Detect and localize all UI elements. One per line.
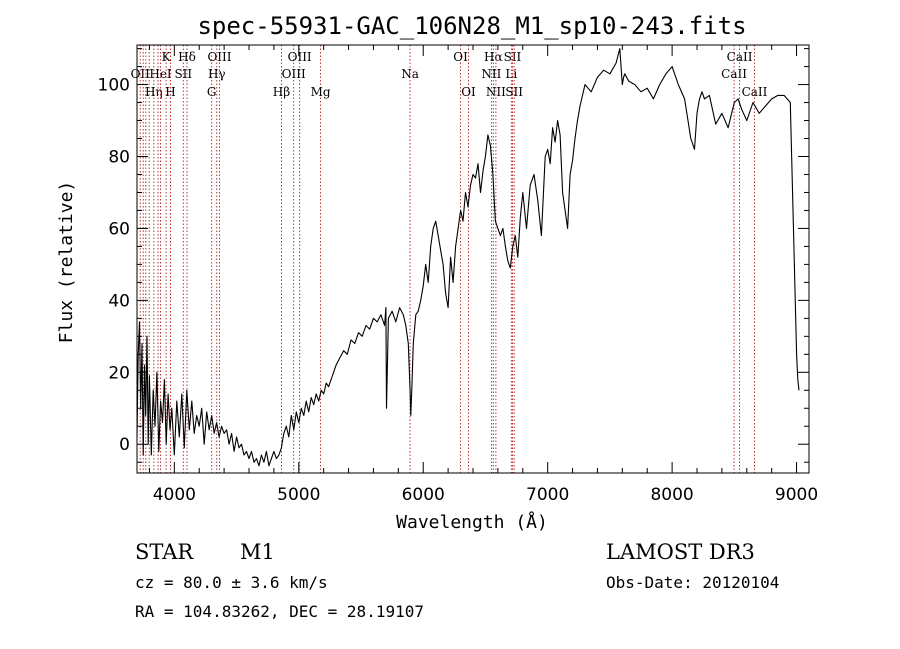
spectral-line-label-12: Hγ (208, 67, 226, 81)
x-tick-label: 4000 (153, 485, 196, 505)
spectral-line-label-23: NII (486, 85, 506, 99)
spectral-line-label-21: NII (481, 67, 501, 81)
spectral-line-label-13: OIII (207, 50, 231, 64)
plot-frame (136, 44, 810, 474)
spectral-line-label-27: CaII (721, 67, 747, 81)
y-tick-label: 40 (108, 291, 130, 311)
x-axis-label: Wavelength (Å) (396, 511, 548, 533)
spectral-line-label-19: OI (453, 50, 468, 64)
coordinates: RA = 104.83262, DEC = 28.19107 (135, 602, 424, 621)
x-tick-label: 7000 (526, 485, 569, 505)
spectral-line-label-14: Hβ (273, 85, 290, 99)
object-subclass: M1 (240, 540, 275, 564)
y-axis-label: Flux (relative) (56, 181, 77, 344)
spectral-line-label-6: HeI (149, 67, 172, 81)
spectral-line-label-0: OII (131, 67, 151, 81)
spectral-line-label-29: CaII (742, 85, 768, 99)
spectral-line-label-18: Na (401, 67, 419, 81)
spectral-line-markers: OII Hη HeI K H SII Hδ G Hγ OIII Hβ OIII OIII Mg Na OI OI… (131, 45, 768, 473)
spectral-line-label-16: OIII (288, 50, 312, 64)
spectral-line-label-10: Hδ (178, 50, 196, 64)
spectral-line-label-24: Li (505, 67, 517, 81)
spectral-line-label-26: SII (505, 85, 523, 99)
spectral-line-label-9: SII (174, 67, 192, 81)
chart-title: spec-55931-GAC_106N28_M1_sp10-243.fits (197, 12, 746, 40)
axes: 4000 5000 6000 7000 8000 9000 0 20 40 60 80 100 (98, 44, 818, 505)
x-tick-label: 8000 (650, 485, 693, 505)
y-tick-label: 20 (108, 363, 130, 383)
spectral-line-label-15: OIII (282, 67, 306, 81)
spectral-line-label-28: CaII (727, 50, 753, 64)
series-layer (136, 48, 800, 467)
spectral-line-label-22: Hα (484, 50, 503, 64)
y-tick-label: 60 (108, 219, 130, 239)
y-tick-label: 0 (119, 435, 130, 455)
observation-date: Obs-Date: 20120104 (606, 573, 780, 592)
spectral-line-label-11: G (207, 85, 217, 99)
y-tick-label: 100 (98, 76, 130, 96)
spectral-line-label-20: OI (461, 85, 476, 99)
x-tick-label: 6000 (402, 485, 445, 505)
x-tick-label: 9000 (775, 485, 818, 505)
spectral-line-label-25: SII (504, 50, 522, 64)
survey-name: LAMOST DR3 (606, 540, 755, 564)
x-tick-label: 5000 (277, 485, 320, 505)
spectral-line-label-4: Hη (145, 85, 163, 99)
spectral-line-label-7: K (162, 50, 172, 64)
object-class: STAR (135, 540, 194, 564)
spectral-line-label-17: Mg (311, 85, 331, 99)
spectral-line-label-8: H (165, 85, 175, 99)
redshift-value: cz = 80.0 ± 3.6 km/s (135, 573, 328, 592)
y-tick-label: 80 (108, 147, 130, 167)
series-spectrum (136, 48, 800, 467)
